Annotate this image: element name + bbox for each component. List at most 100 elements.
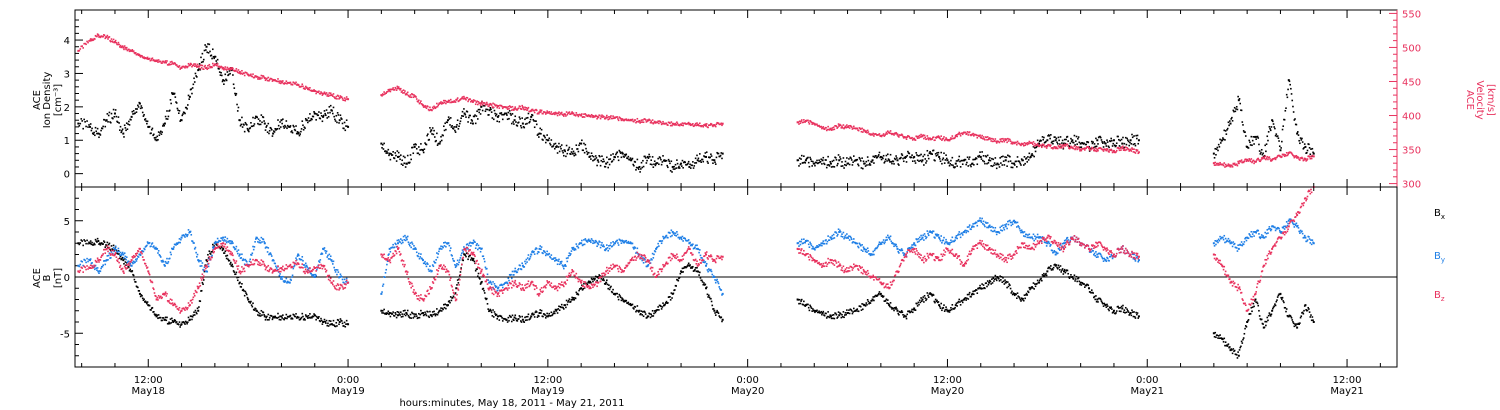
bx-point — [1238, 349, 1241, 351]
bx-point — [1031, 287, 1034, 289]
velocity-point — [1249, 160, 1252, 163]
by-point — [101, 265, 104, 268]
ion-density-point — [946, 159, 949, 162]
ion-density-point — [121, 129, 123, 132]
bx-point — [266, 319, 269, 321]
bx-point — [955, 302, 958, 305]
bx-point — [1272, 307, 1274, 310]
ion-density-point — [711, 159, 714, 161]
velocity-point — [1048, 144, 1051, 146]
velocity-point — [1279, 155, 1282, 158]
velocity-point — [1237, 162, 1240, 165]
ion-density-point — [495, 114, 497, 117]
bx-point — [476, 268, 478, 270]
ion-density-point — [927, 157, 930, 160]
ion-density-point — [707, 162, 709, 164]
ion-density-point — [128, 120, 130, 123]
bx-point — [838, 314, 841, 317]
ion-density-point — [1257, 137, 1260, 139]
ion-density-point — [539, 127, 542, 130]
by-point — [314, 273, 317, 276]
velocity-point — [995, 140, 997, 143]
velocity-point — [1286, 154, 1289, 157]
ion-density-point — [1219, 138, 1221, 141]
bx-point — [912, 308, 915, 311]
bx-point — [1301, 311, 1304, 314]
ion-density-point — [939, 160, 942, 163]
velocity-point — [174, 62, 177, 65]
bx-point — [569, 300, 572, 303]
bx-point — [965, 299, 967, 301]
ion-density-point — [624, 153, 626, 156]
ion-density-point — [656, 162, 659, 164]
velocity-point — [216, 64, 218, 67]
ion-density-point — [209, 50, 211, 53]
velocity-point — [1006, 141, 1008, 144]
bx-point — [972, 290, 974, 293]
velocity-point — [872, 132, 875, 135]
ion-density-point — [677, 167, 680, 169]
velocity-point — [492, 102, 494, 105]
velocity-point — [196, 66, 198, 68]
ion-density-point — [137, 104, 139, 107]
ion-density-point — [264, 129, 267, 131]
ion-density-point — [178, 110, 181, 112]
ion-density-point — [390, 152, 392, 155]
velocity-point — [507, 105, 510, 108]
bx-point — [82, 244, 84, 247]
bx-point — [1230, 348, 1232, 350]
velocity-point — [674, 122, 677, 125]
bx-point — [1085, 284, 1088, 287]
bx-point — [951, 304, 954, 306]
bx-point — [510, 320, 513, 323]
ion-density-point — [1010, 166, 1013, 169]
velocity-point — [649, 119, 651, 121]
ion-density-point — [114, 109, 117, 111]
bx-point — [380, 309, 383, 312]
bx-point — [1041, 279, 1043, 282]
ion-density-point — [193, 81, 196, 83]
ion-density-point — [857, 164, 860, 167]
bx-point — [831, 314, 834, 316]
velocity-point — [385, 92, 388, 95]
ion-density-point — [662, 155, 664, 157]
velocity-point — [638, 119, 641, 122]
bx-point — [395, 313, 397, 316]
ion-density-point — [118, 122, 120, 124]
bx-point — [1131, 311, 1134, 313]
velocity-point — [165, 61, 168, 64]
velocity-point — [386, 90, 389, 93]
bx-point — [1044, 274, 1047, 276]
by-point — [211, 246, 214, 249]
bx-point — [997, 277, 1000, 280]
velocity-point — [1056, 147, 1059, 150]
velocity-point — [1011, 143, 1014, 145]
ion-density-point — [547, 139, 550, 142]
bx-point — [128, 269, 131, 272]
ion-density-point — [1110, 137, 1112, 140]
velocity-point — [524, 108, 527, 111]
ion-density-point — [205, 49, 207, 51]
bx-point — [137, 286, 139, 289]
velocity-point — [937, 135, 940, 137]
ion-density-point — [119, 129, 121, 131]
ion-density-point — [82, 127, 84, 130]
bx-point — [230, 261, 232, 264]
ion-density-point — [925, 162, 927, 164]
ion-density-point — [1309, 153, 1312, 156]
bx-point — [250, 300, 252, 303]
bx-point — [1252, 302, 1255, 305]
ion-density-point — [419, 149, 422, 151]
velocity-point — [327, 93, 329, 96]
bx-point — [452, 295, 455, 298]
ion-density-point — [399, 158, 401, 161]
ion-density-point — [436, 144, 439, 146]
velocity-point — [714, 125, 717, 128]
velocity-point — [696, 122, 698, 124]
velocity-point — [1112, 149, 1115, 152]
bx-point — [423, 313, 426, 316]
ion-density-point — [914, 162, 917, 164]
bx-point — [817, 311, 820, 314]
bx-point — [540, 312, 542, 314]
ion-density-point — [660, 163, 663, 166]
